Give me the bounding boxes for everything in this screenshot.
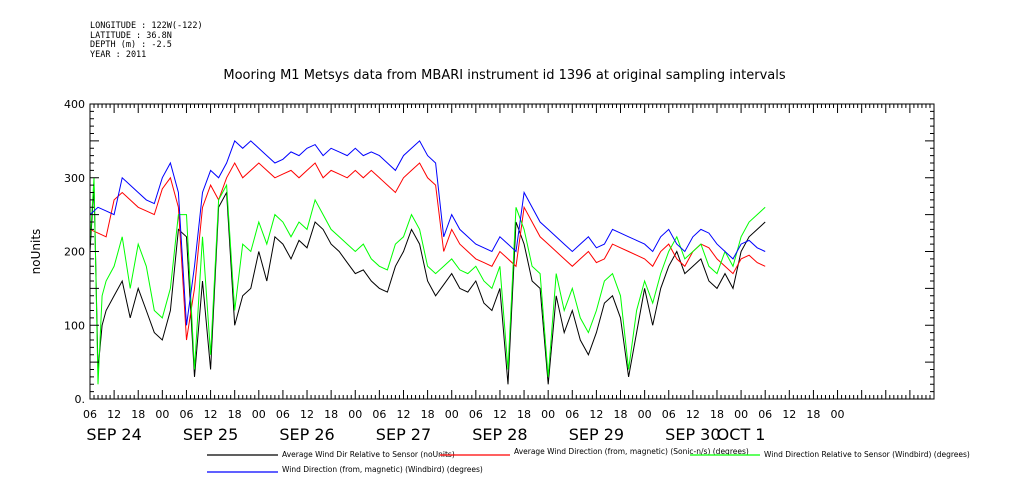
series-line-3 xyxy=(89,177,766,385)
x-tick-label: 18 xyxy=(710,408,724,421)
x-tick-label: 00 xyxy=(445,408,459,421)
x-tick-label: 06 xyxy=(565,408,579,421)
series-line-4 xyxy=(89,140,766,326)
x-day-label: SEP 25 xyxy=(183,425,238,444)
x-tick-label: 12 xyxy=(107,408,121,421)
x-tick-label: 06 xyxy=(83,408,97,421)
x-day-label: SEP 26 xyxy=(279,425,334,444)
x-tick-label: 00 xyxy=(541,408,555,421)
x-tick-label: 18 xyxy=(421,408,435,421)
y-tick-label: 0. xyxy=(75,393,86,406)
latitude-label: LATITUDE : 36.8N xyxy=(90,30,172,41)
y-tick-label: 400 xyxy=(64,98,85,111)
series-line-2 xyxy=(89,161,766,341)
x-tick-label: 00 xyxy=(734,408,748,421)
x-tick-label: 00 xyxy=(348,408,362,421)
x-tick-label: 06 xyxy=(179,408,193,421)
x-tick-label: 12 xyxy=(589,408,603,421)
x-day-label: SEP 27 xyxy=(376,425,431,444)
x-tick-label: 12 xyxy=(204,408,218,421)
legend: Average Wind Dir Relative to Sensor (noU… xyxy=(207,447,970,474)
x-tick-label: 12 xyxy=(493,408,507,421)
x-tick-label: 12 xyxy=(686,408,700,421)
y-axis-label: noUnits xyxy=(29,229,43,275)
x-day-label: OCT 1 xyxy=(717,425,766,444)
x-day-label: SEP 28 xyxy=(472,425,527,444)
x-tick-label: 06 xyxy=(758,408,772,421)
x-day-label: SEP 30 xyxy=(665,425,720,444)
x-tick-label: 06 xyxy=(662,408,676,421)
x-tick-label: 18 xyxy=(614,408,628,421)
x-tick-label: 18 xyxy=(228,408,242,421)
x-tick-label: 00 xyxy=(155,408,169,421)
depth-label: DEPTH (m) : -2.5 xyxy=(90,40,172,50)
x-tick-label: 12 xyxy=(782,408,796,421)
legend-label: Wind Direction Relative to Sensor (Windb… xyxy=(764,450,970,459)
x-tick-label: 00 xyxy=(638,408,652,421)
x-tick-label: 18 xyxy=(517,408,531,421)
year-label: YEAR : 2011 xyxy=(90,49,147,60)
y-tick-label: 100 xyxy=(64,319,85,332)
x-tick-label: 12 xyxy=(300,408,314,421)
x-tick-label: 00 xyxy=(252,408,266,421)
x-tick-label: 06 xyxy=(372,408,386,421)
series-line-1 xyxy=(89,185,766,385)
x-tick-label: 18 xyxy=(131,408,145,421)
x-axis: 06 12 18 00 06 12 18 00 06 12 18 00 06 12 18 00 06 12 18 00… xyxy=(83,104,935,444)
station-metadata: LONGITUDE : 122W(-122) LATITUDE : 36.8N … xyxy=(90,21,203,60)
x-tick-label: 06 xyxy=(469,408,483,421)
x-day-label: SEP 29 xyxy=(569,425,624,444)
longitude-label: LONGITUDE : 122W(-122) xyxy=(90,21,203,31)
chart-title: Mooring M1 Metsys data from MBARI instru… xyxy=(223,68,786,83)
x-day-label: SEP 24 xyxy=(86,425,141,444)
x-tick-label: 18 xyxy=(806,408,820,421)
y-tick-label: 300 xyxy=(64,172,85,185)
x-tick-label: 18 xyxy=(324,408,338,421)
x-tick-label: 00 xyxy=(831,408,845,421)
y-axis: 0. 100 200 300 400 xyxy=(64,98,934,406)
legend-label: Wind Direction (from, magnetic) (Windbir… xyxy=(282,465,483,474)
x-tick-label: 06 xyxy=(276,408,290,421)
legend-label: Average Wind Direction (from, magnetic) … xyxy=(514,447,749,456)
legend-label: Average Wind Dir Relative to Sensor (noU… xyxy=(282,450,455,459)
y-tick-label: 200 xyxy=(64,246,85,259)
plot-series xyxy=(89,140,766,385)
x-tick-label: 12 xyxy=(396,408,410,421)
